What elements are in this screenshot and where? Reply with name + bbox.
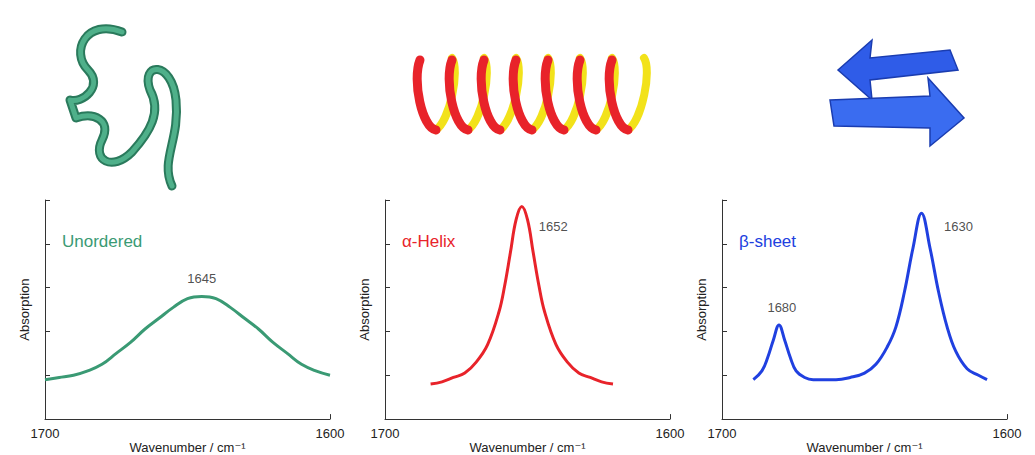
svg-text:α-Helix: α-Helix [402, 232, 456, 251]
svg-text:β-sheet: β-sheet [739, 232, 796, 251]
svg-text:Unordered: Unordered [62, 232, 142, 251]
svg-text:Wavenumber / cm⁻¹: Wavenumber / cm⁻¹ [469, 440, 586, 455]
svg-text:Absorption: Absorption [357, 278, 372, 340]
svg-text:Wavenumber / cm⁻¹: Wavenumber / cm⁻¹ [806, 440, 923, 455]
svg-text:1645: 1645 [187, 271, 216, 286]
svg-text:1680: 1680 [767, 300, 796, 315]
svg-text:Absorption: Absorption [694, 278, 709, 340]
svg-text:1600: 1600 [316, 426, 345, 441]
svg-text:Absorption: Absorption [17, 278, 32, 340]
svg-text:1700: 1700 [31, 426, 60, 441]
svg-text:1600: 1600 [993, 426, 1022, 441]
svg-text:1700: 1700 [371, 426, 400, 441]
svg-text:1652: 1652 [539, 219, 568, 234]
svg-text:1630: 1630 [944, 219, 973, 234]
svg-text:1700: 1700 [708, 426, 737, 441]
svg-text:Wavenumber / cm⁻¹: Wavenumber / cm⁻¹ [129, 440, 246, 455]
svg-text:1600: 1600 [656, 426, 685, 441]
